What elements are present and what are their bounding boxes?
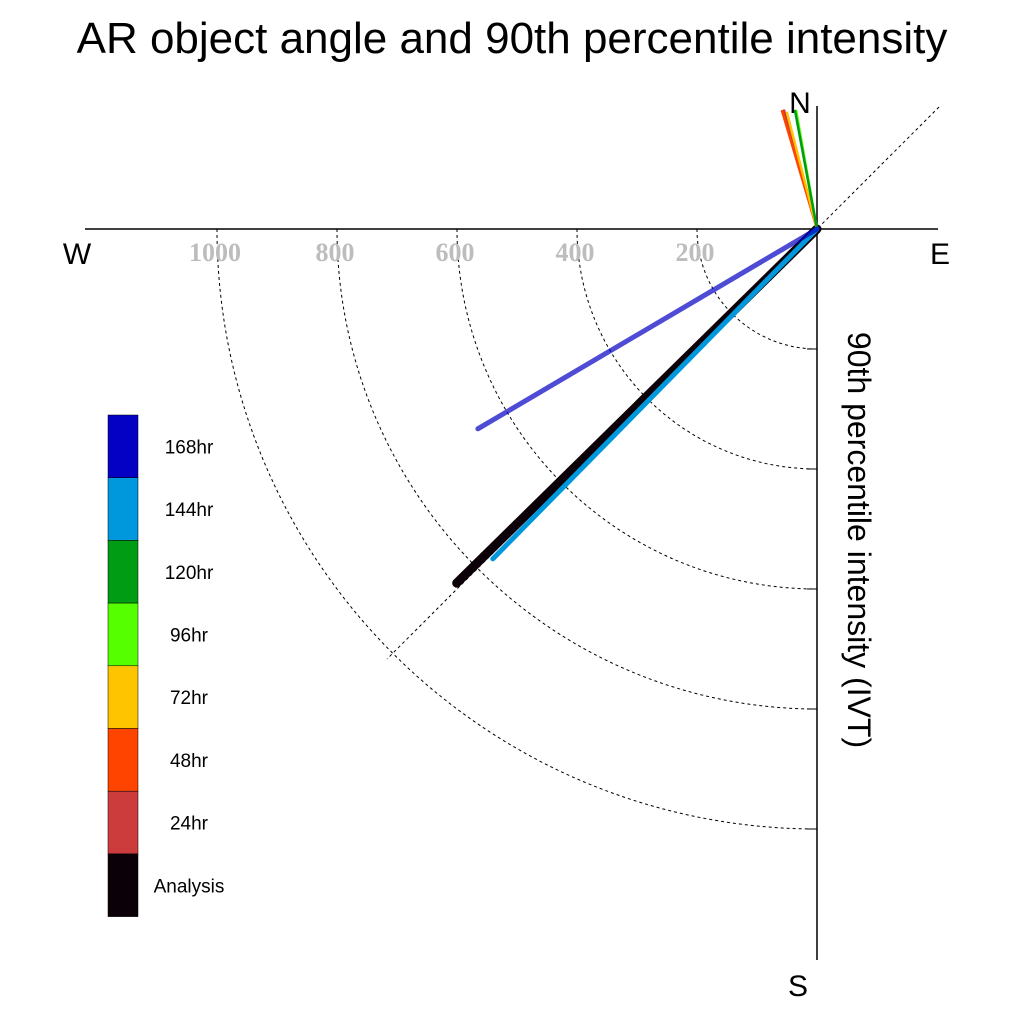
compass-label-w: W [63,238,92,271]
vector-120hr [793,109,819,231]
legend-label-72hr: 72hr [170,688,209,709]
vector-72hr [785,111,819,231]
legend-swatch-120hr [107,540,139,604]
compass-label-n: N [789,87,811,120]
radial-tick-label: 600 [436,238,475,267]
legend-label-120hr: 120hr [165,563,214,584]
labels: N E S W 200 400 600 800 1000 90th percentile inte… [63,87,950,1003]
vector-168hr [475,226,820,432]
vector-144hr [490,226,820,562]
legend-label-48hr: 48hr [170,751,209,772]
legend-swatch-72hr [107,665,139,729]
vectors [452,109,822,588]
legend-label-168hr: 168hr [165,437,214,458]
axes [85,106,938,960]
legend-swatch-24hr [107,790,139,855]
radial-axis-label: 90th percentile intensity (IVT) [841,332,877,748]
chart-title: AR object angle and 90th percentile inte… [76,14,948,63]
compass-label-s: S [788,970,808,1003]
legend-swatch-96hr [107,602,139,667]
legend-label-analysis: Analysis [154,876,225,897]
radial-tick-label: 200 [676,238,715,267]
legend-swatch-168hr [107,414,139,478]
legend-label-24hr: 24hr [170,814,209,835]
legend-swatch-48hr [107,728,139,792]
legend-label-144hr: 144hr [165,500,214,521]
radial-tick-label: 800 [316,238,355,267]
radial-tick-label: 400 [556,238,595,267]
legend-label-96hr: 96hr [170,625,209,646]
compass-label-e: E [930,238,950,271]
grid-arc [696,228,818,350]
radial-tick-label: 1000 [189,238,241,267]
legend-swatch-144hr [107,477,139,541]
legend: 168hr 144hr 120hr 96hr 72hr 48hr 24hr Analysis [107,414,225,917]
legend-swatch-analysis [107,853,139,917]
grid-arc [216,228,818,830]
